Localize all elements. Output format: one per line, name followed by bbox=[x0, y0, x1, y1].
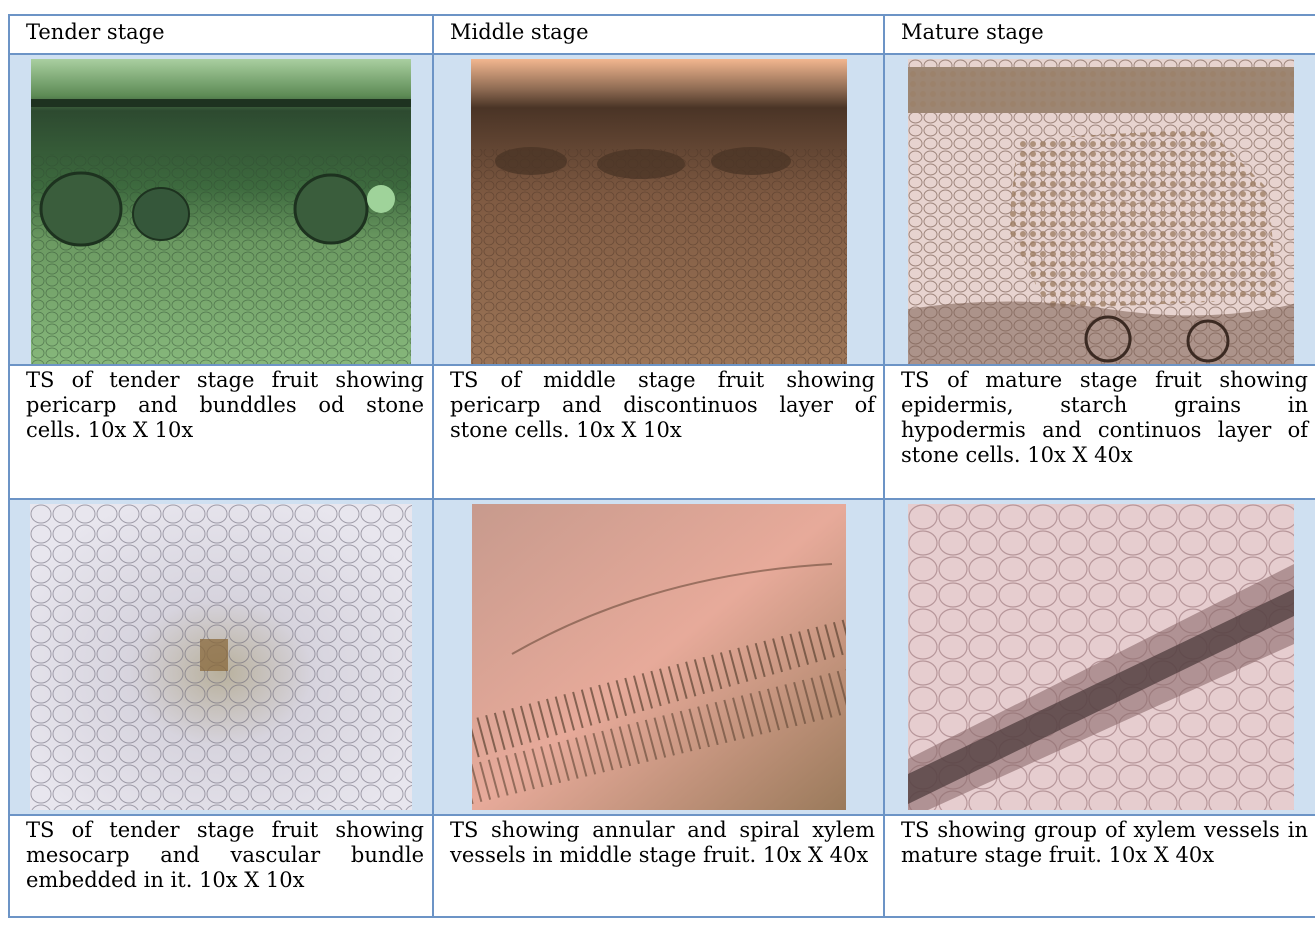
caption-tender-pericarp: TS of tender stage fruit showing pericar… bbox=[8, 364, 434, 500]
caption-row-1: TS of tender stage fruit showing pericar… bbox=[8, 364, 1315, 500]
mature-epidermis-micrograph bbox=[907, 59, 1294, 364]
header-row: Tender stage Middle stage Mature stage bbox=[8, 14, 1315, 55]
caption-mature-epidermis: TS of mature stage fruit showing epiderm… bbox=[883, 364, 1315, 500]
caption-middle-xylem: TS showing annular and spiral xylem vess… bbox=[432, 814, 885, 918]
caption-middle-pericarp: TS of middle stage fruit showing pericar… bbox=[432, 364, 885, 500]
caption-row-2: TS of tender stage fruit showing mesocar… bbox=[8, 814, 1315, 918]
image-cell bbox=[8, 53, 434, 366]
middle-xylem-micrograph bbox=[471, 504, 846, 810]
image-cell bbox=[8, 498, 434, 816]
middle-pericarp-micrograph bbox=[470, 59, 847, 364]
caption-tender-mesocarp: TS of tender stage fruit showing mesocar… bbox=[8, 814, 434, 918]
caption-mature-xylem: TS showing group of xylem vessels in mat… bbox=[883, 814, 1315, 918]
image-row-2 bbox=[8, 498, 1315, 816]
tender-mesocarp-micrograph bbox=[30, 504, 412, 810]
image-cell bbox=[432, 53, 885, 366]
micrograph-table: Tender stage Middle stage Mature stage bbox=[8, 14, 1315, 918]
tender-pericarp-micrograph bbox=[31, 59, 411, 364]
header-middle: Middle stage bbox=[432, 14, 885, 55]
image-cell bbox=[432, 498, 885, 816]
image-row-1 bbox=[8, 53, 1315, 366]
mature-xylem-micrograph bbox=[907, 504, 1294, 810]
header-mature: Mature stage bbox=[883, 14, 1315, 55]
image-cell bbox=[883, 53, 1315, 366]
image-cell bbox=[883, 498, 1315, 816]
header-tender: Tender stage bbox=[8, 14, 434, 55]
